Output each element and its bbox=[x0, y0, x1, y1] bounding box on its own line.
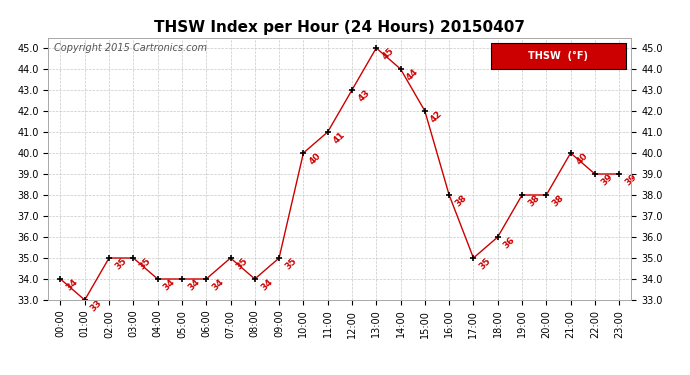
Text: 34: 34 bbox=[65, 277, 80, 292]
Text: 38: 38 bbox=[526, 193, 542, 208]
Text: 45: 45 bbox=[380, 46, 396, 61]
Text: 36: 36 bbox=[502, 235, 517, 250]
Text: 34: 34 bbox=[259, 277, 274, 292]
Title: THSW Index per Hour (24 Hours) 20150407: THSW Index per Hour (24 Hours) 20150407 bbox=[155, 20, 525, 35]
Text: 33: 33 bbox=[89, 298, 104, 313]
Text: 35: 35 bbox=[284, 256, 299, 271]
Text: 35: 35 bbox=[477, 256, 493, 271]
Text: Copyright 2015 Cartronics.com: Copyright 2015 Cartronics.com bbox=[54, 43, 207, 53]
Text: 34: 34 bbox=[161, 277, 177, 292]
Text: 35: 35 bbox=[113, 256, 128, 271]
Text: 40: 40 bbox=[575, 151, 590, 166]
Text: 34: 34 bbox=[210, 277, 226, 292]
Text: 42: 42 bbox=[429, 109, 444, 124]
Text: 41: 41 bbox=[332, 130, 347, 145]
Text: 43: 43 bbox=[356, 88, 371, 103]
Text: 38: 38 bbox=[453, 193, 469, 208]
Text: 35: 35 bbox=[137, 256, 152, 271]
Text: 34: 34 bbox=[186, 277, 201, 292]
Text: 44: 44 bbox=[405, 67, 420, 82]
Text: 39: 39 bbox=[599, 172, 614, 187]
Text: 35: 35 bbox=[235, 256, 250, 271]
Text: 40: 40 bbox=[308, 151, 323, 166]
FancyBboxPatch shape bbox=[491, 43, 626, 69]
Text: 39: 39 bbox=[623, 172, 639, 187]
Text: 38: 38 bbox=[551, 193, 566, 208]
Text: THSW  (°F): THSW (°F) bbox=[529, 51, 589, 61]
